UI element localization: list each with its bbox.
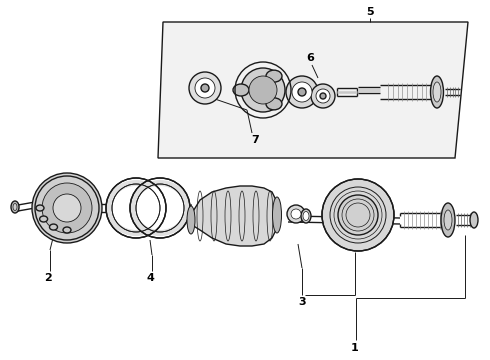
Ellipse shape (11, 201, 19, 213)
Polygon shape (188, 186, 278, 246)
Ellipse shape (106, 180, 166, 236)
Circle shape (189, 72, 221, 104)
Text: 4: 4 (146, 273, 154, 283)
Text: 5: 5 (366, 7, 374, 17)
Ellipse shape (444, 210, 452, 230)
Circle shape (311, 84, 335, 108)
Text: 2: 2 (44, 273, 52, 283)
Circle shape (320, 93, 326, 99)
Ellipse shape (136, 186, 184, 230)
Text: 3: 3 (298, 297, 306, 307)
Ellipse shape (130, 180, 190, 236)
Circle shape (287, 205, 305, 223)
Ellipse shape (187, 206, 195, 234)
Circle shape (53, 194, 81, 222)
Circle shape (291, 209, 301, 219)
Ellipse shape (441, 203, 455, 237)
Circle shape (195, 78, 215, 98)
Circle shape (322, 179, 394, 251)
Circle shape (292, 82, 312, 102)
Ellipse shape (431, 76, 443, 108)
Ellipse shape (272, 197, 281, 233)
Ellipse shape (233, 84, 249, 96)
Polygon shape (158, 22, 468, 158)
Circle shape (32, 173, 102, 243)
Circle shape (249, 76, 277, 104)
Ellipse shape (266, 70, 282, 82)
Ellipse shape (13, 203, 17, 211)
Ellipse shape (266, 98, 282, 110)
Ellipse shape (40, 216, 48, 222)
Text: 6: 6 (306, 53, 314, 63)
Text: 7: 7 (251, 135, 259, 145)
Text: 1: 1 (351, 343, 359, 353)
Circle shape (42, 183, 92, 233)
Ellipse shape (49, 224, 57, 230)
Circle shape (286, 76, 318, 108)
Circle shape (201, 84, 209, 92)
Ellipse shape (36, 205, 44, 211)
Circle shape (338, 195, 378, 235)
Ellipse shape (433, 82, 441, 102)
Circle shape (241, 68, 285, 112)
Circle shape (316, 89, 330, 103)
Ellipse shape (301, 209, 311, 223)
Circle shape (298, 88, 306, 96)
Ellipse shape (303, 212, 309, 220)
Ellipse shape (112, 186, 160, 230)
Ellipse shape (470, 212, 478, 228)
Ellipse shape (63, 227, 71, 233)
